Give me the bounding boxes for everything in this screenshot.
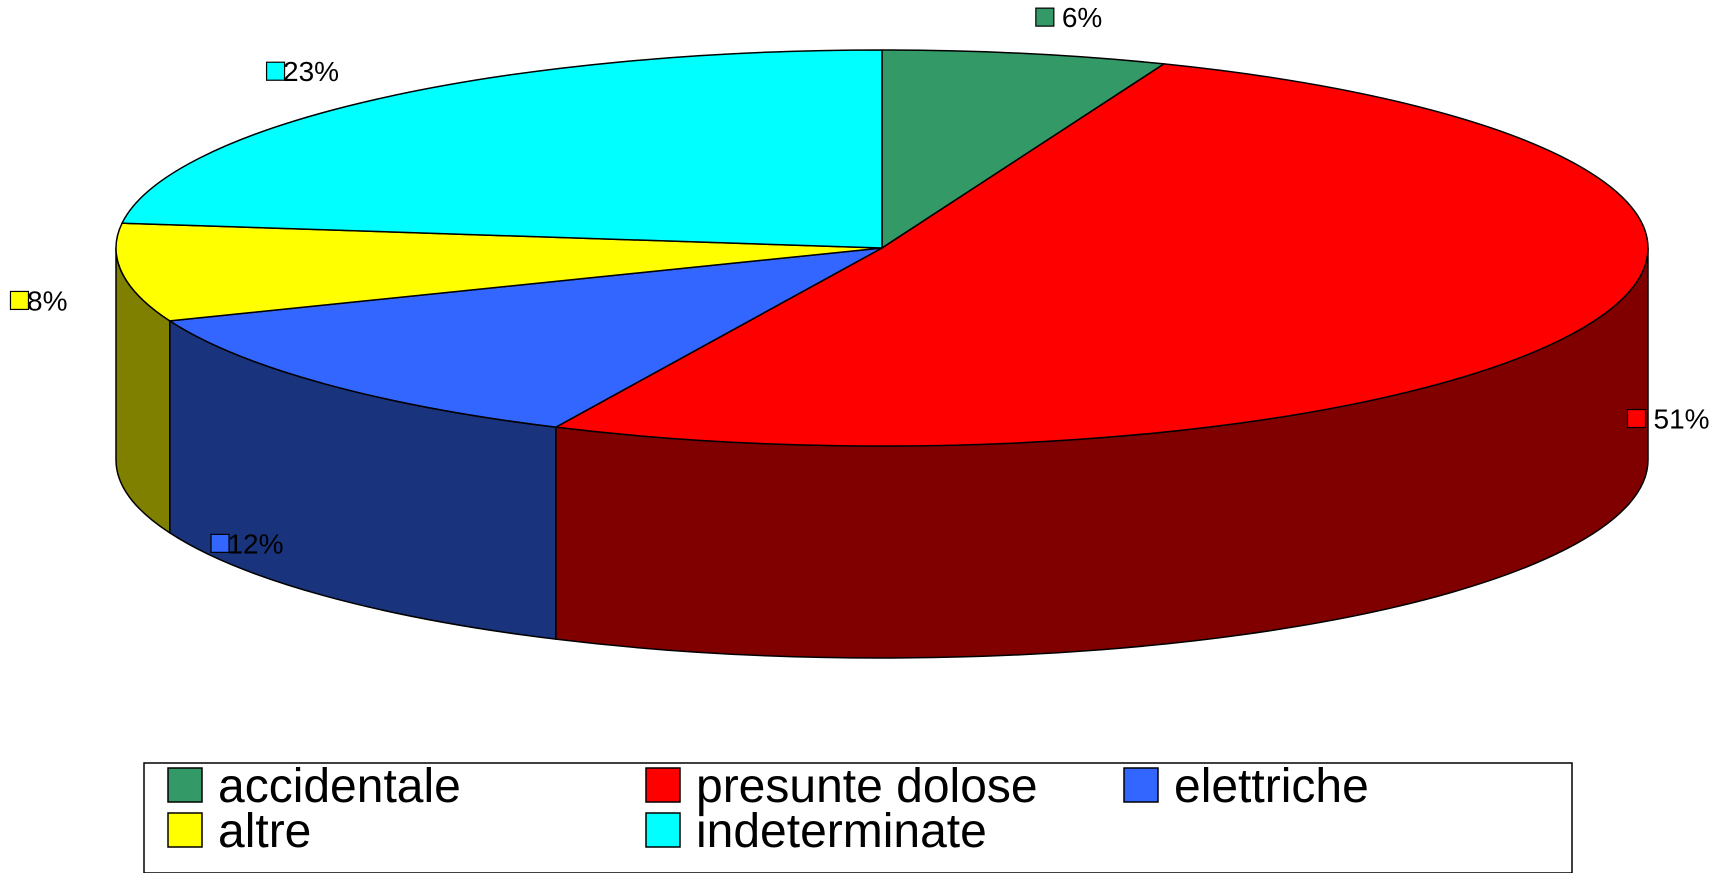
data-label-text-elettriche: 12% [227, 528, 283, 559]
data-label-key-indeterminate [265, 61, 286, 81]
pie-slice-accidentale [881, 49, 1165, 249]
data-label-elettriche: 12% [210, 528, 284, 559]
data-label-indeterminate: 23% [265, 56, 339, 87]
legend-item-elettriche: elettriche [1123, 760, 1369, 813]
legend-swatch-accidentale [167, 767, 203, 803]
pie-slice-altre [115, 222, 883, 322]
data-label-accidentale: 6% [1035, 2, 1102, 33]
legend-label-accidentale: accidentale [218, 760, 461, 813]
pie-tops [115, 49, 1649, 447]
legend-swatch-indeterminate [645, 812, 681, 848]
pie-slice-elettriche [169, 247, 883, 428]
data-labels: 6% 51% 12% 8% 23% [9, 2, 1709, 559]
legend-item-indeterminate: indeterminate [645, 805, 987, 858]
legend-swatch-presunte-dolose [645, 767, 681, 803]
legend-label-indeterminate: indeterminate [696, 805, 987, 858]
legend-item-accidentale: accidentale [167, 760, 461, 813]
legend-swatch-altre [167, 812, 203, 848]
data-label-text-indeterminate: 23% [283, 56, 339, 87]
legend: accidentale presunte dolose elettriche altr… [143, 760, 1573, 873]
legend-item-altre: altre [167, 805, 311, 858]
data-label-altre: 8% [9, 285, 67, 316]
legend-items: accidentale presunte dolose elettriche altr… [167, 760, 1369, 858]
legend-swatch-elettriche [1123, 767, 1159, 803]
legend-box [143, 762, 1573, 873]
legend-item-presunte-dolose: presunte dolose [645, 760, 1038, 813]
data-label-presunte-dolose: 51% [1626, 404, 1709, 435]
pie-sides [115, 247, 1649, 659]
data-label-key-elettriche [210, 533, 230, 553]
legend-label-presunte-dolose: presunte dolose [696, 760, 1038, 813]
data-label-text-presunte-dolose: 51% [1654, 404, 1709, 435]
data-label-key-presunte-dolose [1626, 408, 1647, 429]
data-label-key-accidentale [1035, 7, 1055, 27]
data-label-key-altre [9, 290, 30, 311]
pie-slice-indeterminate [121, 49, 883, 249]
legend-label-elettriche: elettriche [1174, 760, 1369, 813]
data-label-text-accidentale: 6% [1062, 2, 1102, 33]
legend-label-altre: altre [218, 805, 311, 858]
data-label-text-altre: 8% [27, 285, 67, 316]
pie-slice-presunte-dolose [555, 63, 1649, 447]
